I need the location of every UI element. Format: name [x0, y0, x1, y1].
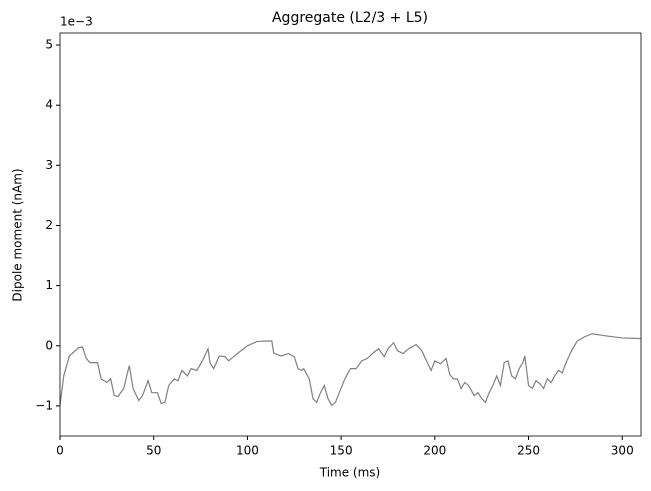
x-tick-label: 150: [330, 444, 353, 458]
y-tick-label: 0: [45, 338, 53, 352]
y-tick-label: 1: [45, 278, 53, 292]
y-tick-label: 2: [45, 218, 53, 232]
y-tick-label: 3: [45, 158, 53, 172]
data-line: [59, 333, 642, 407]
x-tick-label: 100: [236, 444, 259, 458]
x-tick-label: 300: [611, 444, 634, 458]
x-tick-label: 50: [146, 444, 161, 458]
y-tick-label: −1: [35, 398, 53, 412]
y-axis-label: Dipole moment (nAm): [11, 168, 25, 301]
plot-frame: [59, 32, 642, 437]
x-tick-label: 250: [517, 444, 540, 458]
y-tick-label: 5: [45, 38, 53, 52]
x-axis-label: Time (ms): [319, 466, 381, 480]
y-offset-label: 1e−3: [60, 15, 93, 29]
x-tick-label: 0: [56, 444, 64, 458]
x-tick-label: 200: [423, 444, 446, 458]
y-tick-label: 4: [45, 98, 53, 112]
chart-title: Aggregate (L2/3 + L5): [272, 10, 428, 26]
